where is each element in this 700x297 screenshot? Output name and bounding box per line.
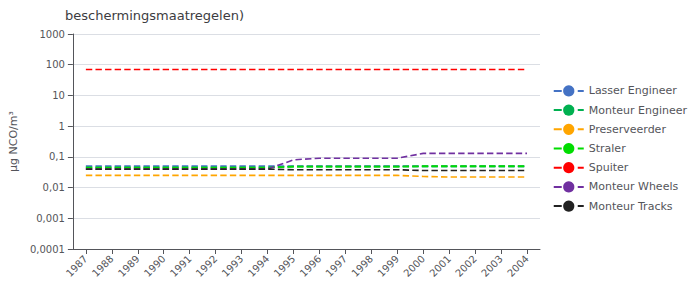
svg-text:1000: 1000 bbox=[39, 29, 64, 40]
svg-text:1991: 1991 bbox=[168, 253, 194, 279]
svg-text:0,1: 0,1 bbox=[49, 151, 65, 162]
svg-text:2001: 2001 bbox=[427, 253, 453, 279]
svg-text:1997: 1997 bbox=[324, 253, 350, 279]
svg-text:2002: 2002 bbox=[453, 253, 479, 279]
svg-text:1992: 1992 bbox=[194, 253, 220, 279]
svg-text:2004: 2004 bbox=[505, 253, 531, 279]
svg-text:1995: 1995 bbox=[272, 253, 298, 279]
svg-text:1994: 1994 bbox=[246, 253, 272, 279]
svg-text:0,0001: 0,0001 bbox=[30, 244, 65, 255]
svg-text:0,001: 0,001 bbox=[36, 213, 65, 224]
svg-text:100: 100 bbox=[46, 59, 65, 70]
svg-text:1990: 1990 bbox=[142, 253, 168, 279]
svg-text:1998: 1998 bbox=[349, 253, 375, 279]
svg-text:Monteur Engineer: Monteur Engineer bbox=[589, 104, 688, 117]
svg-text:Spuiter: Spuiter bbox=[589, 161, 629, 174]
svg-text:beschermingsmaatregelen): beschermingsmaatregelen) bbox=[65, 8, 244, 23]
svg-text:10: 10 bbox=[52, 90, 65, 101]
svg-text:1: 1 bbox=[59, 121, 65, 132]
svg-text:2003: 2003 bbox=[479, 253, 505, 279]
svg-text:1989: 1989 bbox=[116, 253, 142, 279]
svg-text:1996: 1996 bbox=[298, 253, 324, 279]
svg-text:1987: 1987 bbox=[64, 253, 90, 279]
svg-text:µg NCO/m³: µg NCO/m³ bbox=[7, 111, 20, 172]
svg-text:1988: 1988 bbox=[90, 253, 116, 279]
svg-text:Preserveerder: Preserveerder bbox=[589, 123, 667, 136]
svg-text:1999: 1999 bbox=[375, 253, 401, 279]
svg-text:1993: 1993 bbox=[220, 253, 246, 279]
svg-text:Straler: Straler bbox=[589, 142, 626, 155]
svg-text:0,01: 0,01 bbox=[43, 182, 65, 193]
svg-text:Monteur Tracks: Monteur Tracks bbox=[589, 200, 673, 213]
svg-text:Monteur Wheels: Monteur Wheels bbox=[589, 180, 679, 193]
svg-text:Lasser Engineer: Lasser Engineer bbox=[589, 84, 678, 97]
svg-text:2000: 2000 bbox=[401, 253, 427, 279]
